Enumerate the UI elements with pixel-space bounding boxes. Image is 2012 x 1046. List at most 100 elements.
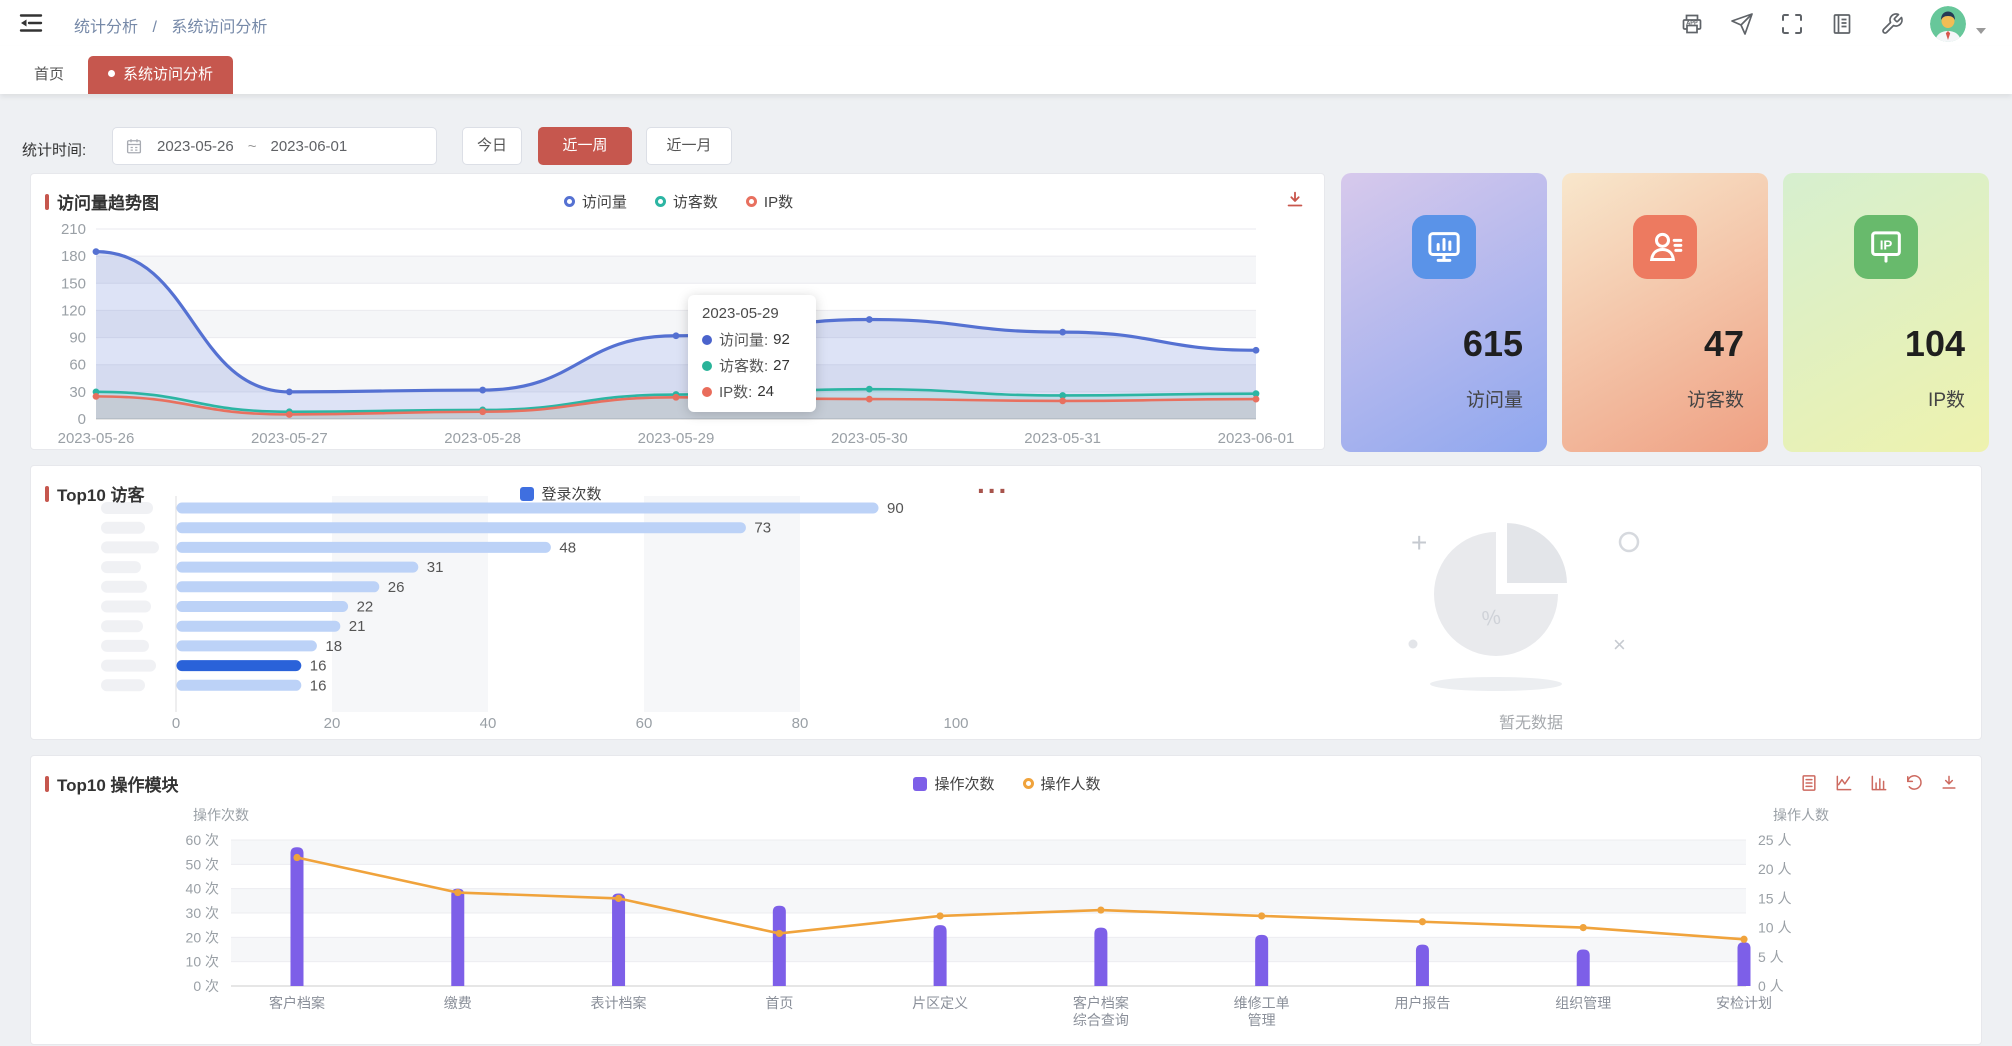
data-view-icon[interactable] [1799, 773, 1819, 793]
data-point [1418, 918, 1427, 926]
more-menu-icon[interactable]: ... [977, 468, 1010, 499]
download-icon[interactable] [1939, 773, 1959, 793]
tooltip-date: 2023-05-29 [702, 305, 779, 322]
svg-text:150: 150 [61, 275, 86, 292]
breadcrumb-item[interactable]: 统计分析 [74, 19, 139, 36]
svg-text:组织管理: 组织管理 [1555, 995, 1611, 1011]
bar [933, 925, 947, 986]
bar-chart-icon[interactable] [1869, 773, 1889, 793]
legend-item[interactable]: 登录次数 [520, 483, 602, 504]
data-point [672, 332, 680, 340]
legend-label: 操作人数 [1040, 776, 1101, 793]
svg-text:60 次: 60 次 [186, 832, 219, 848]
legend-label: 登录次数 [541, 486, 602, 503]
series-dot [702, 386, 712, 397]
legend-item[interactable]: 操作人数 [1022, 773, 1101, 794]
today-button[interactable]: 今日 [462, 127, 522, 165]
fullscreen-icon[interactable] [1780, 12, 1804, 36]
svg-text:0: 0 [172, 715, 180, 732]
download-icon[interactable] [1284, 189, 1306, 211]
send-icon[interactable] [1730, 12, 1754, 36]
legend-label: 访客数 [672, 194, 718, 211]
blurred-visitor-label [101, 502, 153, 514]
blurred-visitor-label [101, 561, 141, 574]
svg-text:31: 31 [427, 559, 444, 576]
svg-text:2023-05-27: 2023-05-27 [251, 430, 328, 447]
caret-down-icon[interactable] [1976, 28, 1986, 34]
svg-text:片区定义: 片区定义 [912, 995, 968, 1011]
svg-text:26: 26 [388, 579, 405, 596]
visitors-bar-chart[interactable]: 90 73 48 31 26 22 21 18 16 16 0 20 40 60 80 100 [31, 466, 1091, 741]
svg-text:IP: IP [1880, 237, 1893, 252]
trend-panel-title: 访问量趋势图 [57, 194, 159, 213]
line-chart-icon[interactable] [1834, 773, 1854, 793]
svg-text:10 次: 10 次 [186, 954, 219, 970]
svg-text:APP: APP [1686, 21, 1698, 27]
blurred-visitor-label [101, 521, 145, 534]
modules-combo-chart[interactable]: 0 次 10 次 20 次 30 次 40 次 50 次 60 次 0 人 5 人 10 人 15 … [31, 756, 1983, 1046]
stat-label: 访客数 [1686, 390, 1744, 411]
svg-text:2023-05-31: 2023-05-31 [1024, 430, 1101, 447]
svg-text:2023-05-30: 2023-05-30 [831, 430, 908, 447]
series-dot [702, 334, 712, 345]
bar [176, 660, 302, 672]
blurred-visitor-label [101, 620, 143, 633]
wrench-icon[interactable] [1880, 12, 1904, 36]
data-point [1252, 395, 1260, 403]
visitors-panel: Top10 访客 登录次数 ... 90 73 48 31 26 22 21 18 16 16 0 2… [30, 465, 1982, 740]
tooltip-row: 访客数: 27 [702, 355, 802, 376]
legend-label: 操作次数 [934, 776, 995, 793]
blurred-visitor-label [101, 541, 159, 554]
blurred-visitor-label [101, 600, 151, 613]
data-point [1252, 346, 1260, 354]
blurred-visitor-label [101, 580, 147, 593]
trend-line-chart[interactable]: 0 30 60 90 120 150 180 210 2023-05-26 2023-05-27 2… [31, 174, 1326, 451]
legend-ring-icon [745, 196, 757, 207]
svg-text:+: + [1411, 527, 1427, 558]
svg-text:21: 21 [349, 618, 366, 635]
svg-text:30: 30 [69, 384, 86, 401]
svg-text:210: 210 [61, 221, 86, 238]
legend-item[interactable]: IP数 [745, 191, 793, 212]
svg-text:48: 48 [559, 539, 576, 556]
tab-home[interactable]: 首页 [14, 56, 84, 94]
tooltip-label: IP数: [719, 384, 753, 401]
app-print-icon[interactable]: APP [1680, 12, 1704, 36]
empty-pie-illustration: % + × [1408, 520, 1640, 691]
svg-text:15 人: 15 人 [1758, 890, 1791, 906]
bar [1255, 934, 1269, 986]
legend-item[interactable]: 操作次数 [913, 773, 995, 794]
breadcrumb-separator: / [152, 19, 157, 36]
legend-item[interactable]: 访问量 [563, 191, 627, 212]
legend-item[interactable]: 访客数 [654, 191, 718, 212]
chart-tooltip: 2023-05-29 访问量: 92 访客数: 27 IP数: 24 [688, 295, 816, 412]
empty-text: 暂无数据 [1498, 715, 1563, 732]
last-week-button[interactable]: 近一周 [538, 127, 632, 165]
collapse-menu-icon[interactable] [18, 11, 44, 35]
svg-text:首页: 首页 [765, 995, 793, 1011]
svg-text:50 次: 50 次 [186, 856, 219, 872]
svg-text:维修工单管理: 维修工单管理 [1234, 995, 1290, 1028]
data-point [479, 386, 487, 394]
data-point [285, 388, 293, 396]
data-point [1252, 390, 1260, 398]
svg-text:20: 20 [324, 715, 341, 732]
user-avatar[interactable] [1930, 6, 1966, 42]
svg-text:2023-05-28: 2023-05-28 [444, 430, 521, 447]
date-range-input[interactable]: 2023-05-26 ~ 2023-06-01 [112, 127, 437, 165]
last-month-button[interactable]: 近一月 [646, 127, 732, 165]
document-icon[interactable] [1830, 12, 1854, 36]
restore-icon[interactable] [1904, 773, 1924, 793]
tab-system-access-analysis[interactable]: 系统访问分析 [88, 56, 234, 94]
data-point [293, 853, 301, 862]
trend-legend: 访问量 访客数 IP数 [31, 191, 1326, 212]
svg-text:客户档案: 客户档案 [269, 995, 325, 1011]
breadcrumb-item-current: 系统访问分析 [171, 19, 268, 36]
svg-text:60: 60 [69, 357, 86, 374]
data-point [936, 912, 944, 920]
data-point [1740, 935, 1748, 943]
top-navbar: 统计分析 / 系统访问分析 APP [0, 0, 2012, 46]
tooltip-row: IP数: 24 [702, 381, 802, 402]
svg-text:客户档案综合查询: 客户档案综合查询 [1073, 995, 1129, 1028]
breadcrumb: 统计分析 / 系统访问分析 [74, 13, 277, 37]
